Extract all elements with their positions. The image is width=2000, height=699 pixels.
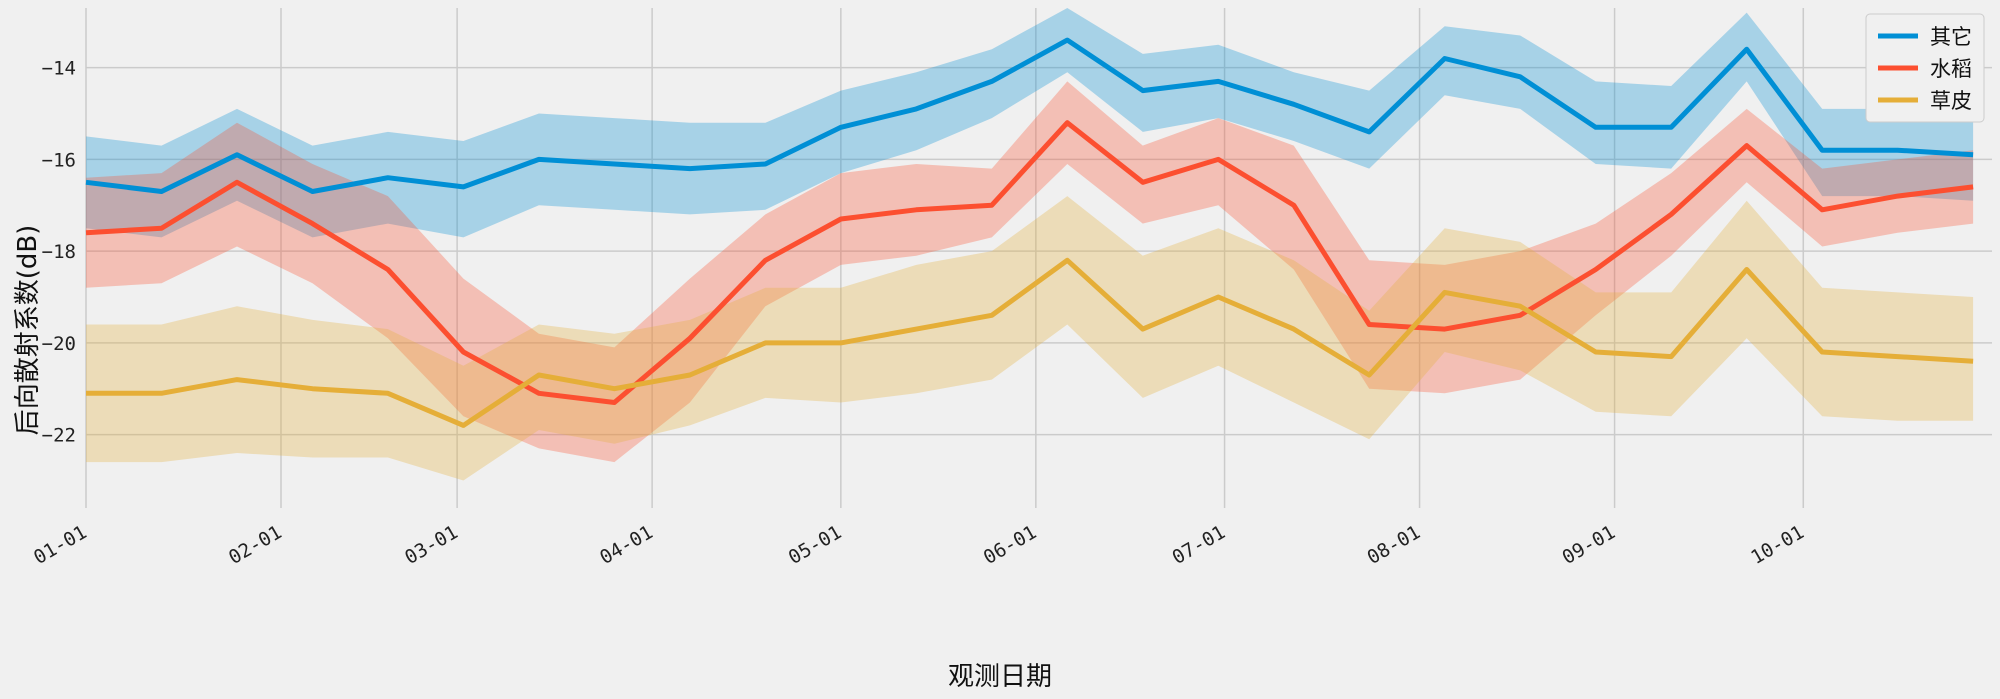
legend-box (1865, 13, 1985, 123)
y-axis-label: 后向散射系数(dB) (13, 225, 43, 436)
x-tick-label: 06-01 (980, 521, 1041, 569)
series-line (86, 257, 1974, 428)
series-line (85, 37, 1974, 194)
x-tick-label: 08-01 (1364, 521, 1425, 569)
x-tick-labels: 01-01 02-01 03-01 04-01 05-01 06-01 07-01 08-01… (30, 521, 1808, 569)
y-tick-label: −18 (42, 241, 76, 263)
confidence-band (86, 8, 1974, 238)
series-lines (85, 37, 1974, 428)
x-tick-label: 02-01 (225, 521, 286, 569)
legend-entry: 其它 (1930, 25, 1972, 49)
confidence-band (86, 196, 1974, 481)
x-axis-label: 观测日期 (948, 662, 1052, 692)
x-tick-label: 04-01 (596, 521, 657, 569)
x-tick-label: 10-01 (1747, 521, 1808, 569)
confidence-bands (86, 8, 1974, 481)
x-tick-label: 03-01 (401, 521, 462, 569)
x-tick-label: 01-01 (30, 521, 91, 569)
legend-entry: 草皮 (1930, 89, 1972, 113)
legend-entry: 水稻 (1930, 57, 1972, 81)
series-line (85, 120, 1974, 405)
x-tick-label: 05-01 (785, 521, 846, 569)
y-tick-label: −16 (42, 149, 76, 171)
x-tick-label: 09-01 (1559, 521, 1620, 569)
confidence-band (86, 81, 1974, 463)
x-tick-label: 07-01 (1169, 521, 1230, 569)
y-tick-label: −22 (42, 425, 76, 447)
y-tick-label: −20 (42, 333, 76, 355)
y-tick-labels: −22 −20 −18 −16 −14 (42, 58, 76, 447)
y-tick-label: −14 (42, 58, 76, 80)
